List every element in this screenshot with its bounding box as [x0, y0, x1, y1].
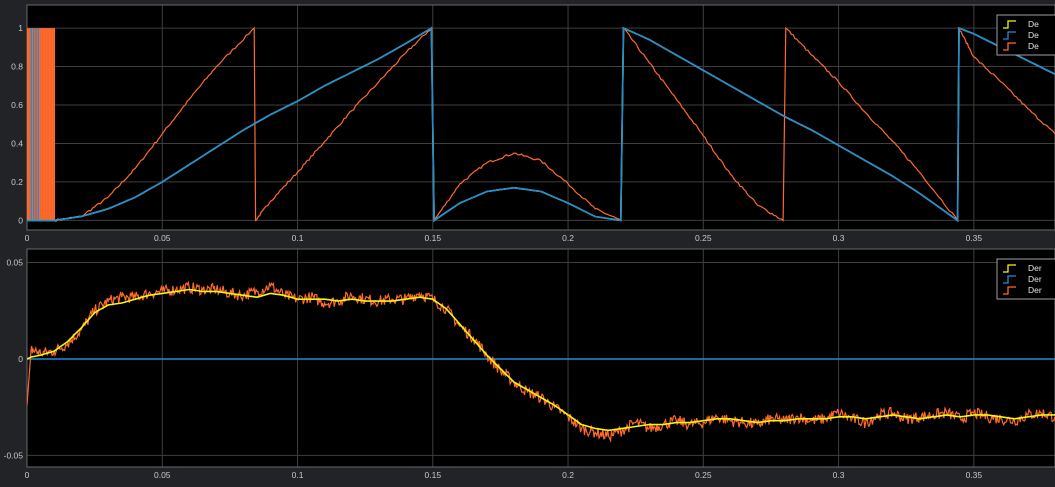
x-tick-label: 0.35	[966, 470, 983, 480]
series-group	[27, 280, 1055, 443]
y-tick-label: 0.05	[6, 258, 23, 268]
legend-entry: Der	[1028, 285, 1042, 295]
x-tick-label: 0.2	[562, 470, 574, 480]
legend-swatch-orange	[1003, 42, 1016, 51]
x-tick-label: 0.05	[154, 233, 171, 243]
series-line-orange	[27, 280, 1055, 443]
x-tick-label: 0	[25, 470, 30, 480]
chart-top: 0 0.05 0.1 0.15 0.2 0.25 0.3 0.35 0 0.2 0.4 0.6 0.8 1…	[11, 4, 1055, 243]
x-tick-label: 0.35	[966, 233, 983, 243]
legend-entry: De	[1028, 30, 1039, 40]
y-tick-label: 0.2	[11, 177, 23, 187]
plot-area	[27, 5, 1055, 230]
x-tick-label: 0.1	[292, 233, 304, 243]
x-tick-label: 0.2	[562, 233, 574, 243]
legend-swatch-orange	[1003, 286, 1016, 295]
y-tick-label: 1	[18, 23, 23, 33]
series-line-orange	[53, 26, 1055, 223]
legend-entry: Der	[1028, 274, 1042, 284]
legend-swatch-yellow	[1003, 264, 1016, 273]
series-line-blue	[27, 26, 1055, 222]
legend-box	[996, 258, 1055, 300]
x-tick-label: 0.15	[425, 233, 442, 243]
legend-entry: De	[1028, 19, 1039, 29]
chart-bottom: 0 0.05 0.1 0.15 0.2 0.25 0.3 0.35-0.0500.05DerD…	[4, 248, 1055, 480]
x-tick-label: 0	[25, 233, 30, 243]
x-tick-label: 0.3	[833, 233, 845, 243]
y-tick-label: 0.8	[11, 62, 23, 72]
y-tick-label: 0.6	[11, 100, 23, 110]
legend-entry: De	[1028, 41, 1039, 51]
x-tick-label: 0.1	[292, 470, 304, 480]
legend-swatch-yellow	[1003, 20, 1016, 29]
series-line-yellow	[27, 288, 1055, 432]
series-group	[27, 26, 1055, 223]
legend-swatch-blue	[1003, 31, 1016, 40]
plot-area	[27, 249, 1055, 467]
x-tick-label: 0.05	[154, 470, 171, 480]
y-tick-label: 0	[18, 354, 23, 364]
x-tick-label: 0.15	[425, 470, 442, 480]
x-tick-label: 0.3	[833, 470, 845, 480]
x-tick-label: 0.25	[695, 233, 712, 243]
y-tick-label: -0.05	[4, 450, 24, 460]
axes-frame	[26, 248, 1055, 468]
legend-box	[996, 14, 1055, 56]
x-tick-label: 0.25	[695, 470, 712, 480]
y-tick-label: 0.4	[11, 138, 23, 148]
y-tick-label: 0	[18, 215, 23, 225]
legend-entry: Der	[1028, 263, 1042, 273]
legend-swatch-blue	[1003, 275, 1016, 284]
